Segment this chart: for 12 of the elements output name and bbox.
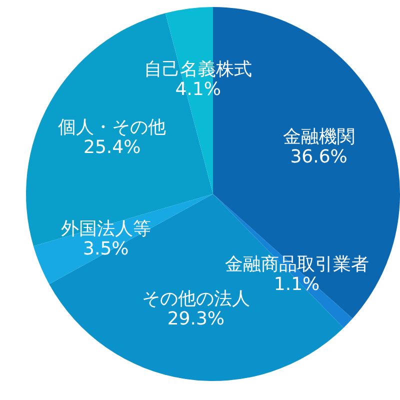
slice-label: 外国法人等: [60, 218, 151, 239]
slice-label: 個人・その他: [58, 116, 166, 138]
data-label: 1.1%: [274, 274, 320, 295]
data-label: 3.5%: [83, 238, 129, 259]
data-label: 25.4%: [84, 136, 141, 158]
slice-label: 金融機関: [282, 126, 355, 148]
data-label: 29.3%: [167, 308, 225, 330]
slice-label: 金融商品取引業者: [224, 254, 369, 275]
data-label: 4.1%: [175, 78, 221, 100]
slice-label: その他の法人: [142, 288, 250, 310]
slice-label: 自己名義株式: [144, 58, 252, 80]
data-label: 36.6%: [290, 146, 348, 168]
